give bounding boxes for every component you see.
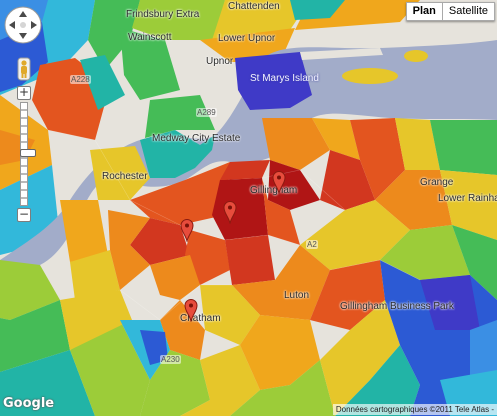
pegman-icon[interactable]	[16, 57, 32, 81]
google-logo[interactable]: Google	[3, 396, 54, 411]
map-marker[interactable]	[223, 200, 237, 224]
zoom-slider-thumb[interactable]	[20, 149, 36, 157]
place-label: Frindsbury Extra	[126, 10, 199, 20]
place-label: Chattenden	[228, 2, 280, 12]
map-marker[interactable]	[184, 298, 198, 322]
zoom-control: + −	[17, 86, 31, 224]
road-label: A228	[70, 75, 91, 84]
map-marker[interactable]	[272, 170, 286, 194]
place-label: Grange	[420, 178, 453, 188]
region	[430, 120, 497, 175]
place-label: Lower Upnor	[218, 34, 275, 44]
road-label: A289	[196, 108, 217, 117]
place-label: Rochester	[102, 172, 148, 182]
place-label: Wainscott	[128, 33, 172, 43]
place-label: Medway City Estate	[152, 134, 240, 144]
island	[404, 50, 428, 62]
map-data-credit: Données cartographiques ©2011 Tele Atlas…	[333, 404, 497, 415]
pan-control[interactable]	[3, 5, 43, 45]
map-type-plan-button[interactable]: Plan	[406, 2, 443, 21]
island	[342, 68, 398, 84]
place-label: St Marys Island	[250, 74, 319, 84]
region	[225, 235, 275, 285]
road-label: A2	[306, 240, 318, 249]
road-label: A230	[160, 355, 181, 364]
place-label: Luton	[284, 291, 309, 301]
map-marker[interactable]	[180, 218, 194, 242]
zoom-out-button[interactable]: −	[17, 208, 31, 222]
map-type-satellite-button[interactable]: Satellite	[443, 2, 495, 21]
map-type-control: Plan Satellite	[406, 2, 495, 21]
place-label: Gillingham Business Park	[340, 302, 454, 312]
zoom-in-button[interactable]: +	[17, 86, 31, 100]
place-label: Lower Rainham Rd	[438, 194, 497, 204]
place-label: Upnor	[206, 57, 233, 67]
zoom-slider-track[interactable]	[20, 102, 28, 206]
